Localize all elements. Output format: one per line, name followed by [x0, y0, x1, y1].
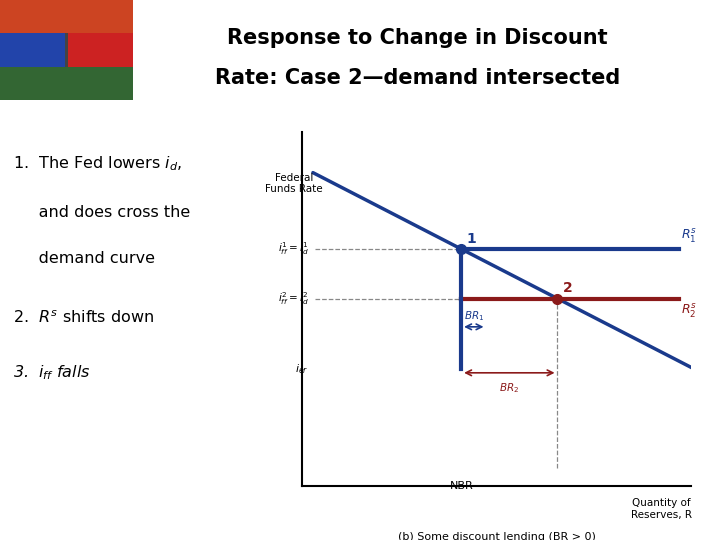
Bar — [68, 33, 133, 67]
Text: Federal
Funds Rate: Federal Funds Rate — [265, 173, 323, 194]
Text: and does cross the: and does cross the — [13, 205, 190, 220]
Text: demand curve: demand curve — [13, 251, 155, 266]
Bar — [0, 0, 133, 33]
Text: $i_{ff}^2 = i_d^2$: $i_{ff}^2 = i_d^2$ — [278, 290, 309, 307]
Text: 1.  The Fed lowers $i_d$,: 1. The Fed lowers $i_d$, — [13, 154, 182, 173]
Text: NBR: NBR — [449, 481, 473, 491]
Text: Quantity of
Reserves, R: Quantity of Reserves, R — [631, 498, 692, 520]
Bar — [0, 33, 65, 67]
Text: $R_2^s$: $R_2^s$ — [680, 302, 697, 320]
Text: $BR_2$: $BR_2$ — [499, 382, 519, 395]
Text: 10-31: 10-31 — [645, 516, 698, 535]
Bar — [0, 67, 133, 100]
Text: $BR_1$: $BR_1$ — [464, 309, 484, 322]
Text: 3.  $i_{ff}$ falls: 3. $i_{ff}$ falls — [13, 363, 91, 382]
Text: $R_1^s$: $R_1^s$ — [680, 227, 697, 245]
Bar — [0, 0, 133, 100]
Text: $i_{er}$: $i_{er}$ — [295, 362, 309, 376]
Text: 2: 2 — [562, 281, 572, 295]
Text: Rate: Case 2—demand intersected: Rate: Case 2—demand intersected — [215, 68, 620, 88]
Text: Response to Change in Discount: Response to Change in Discount — [228, 28, 608, 48]
Text: 1: 1 — [467, 232, 476, 246]
Text: (b) Some discount lending (BR > 0): (b) Some discount lending (BR > 0) — [398, 532, 595, 540]
Text: 2.  $R^s$ shifts down: 2. $R^s$ shifts down — [13, 309, 154, 326]
Text: $i_{ff}^1 = i_d^1$: $i_{ff}^1 = i_d^1$ — [278, 241, 309, 258]
